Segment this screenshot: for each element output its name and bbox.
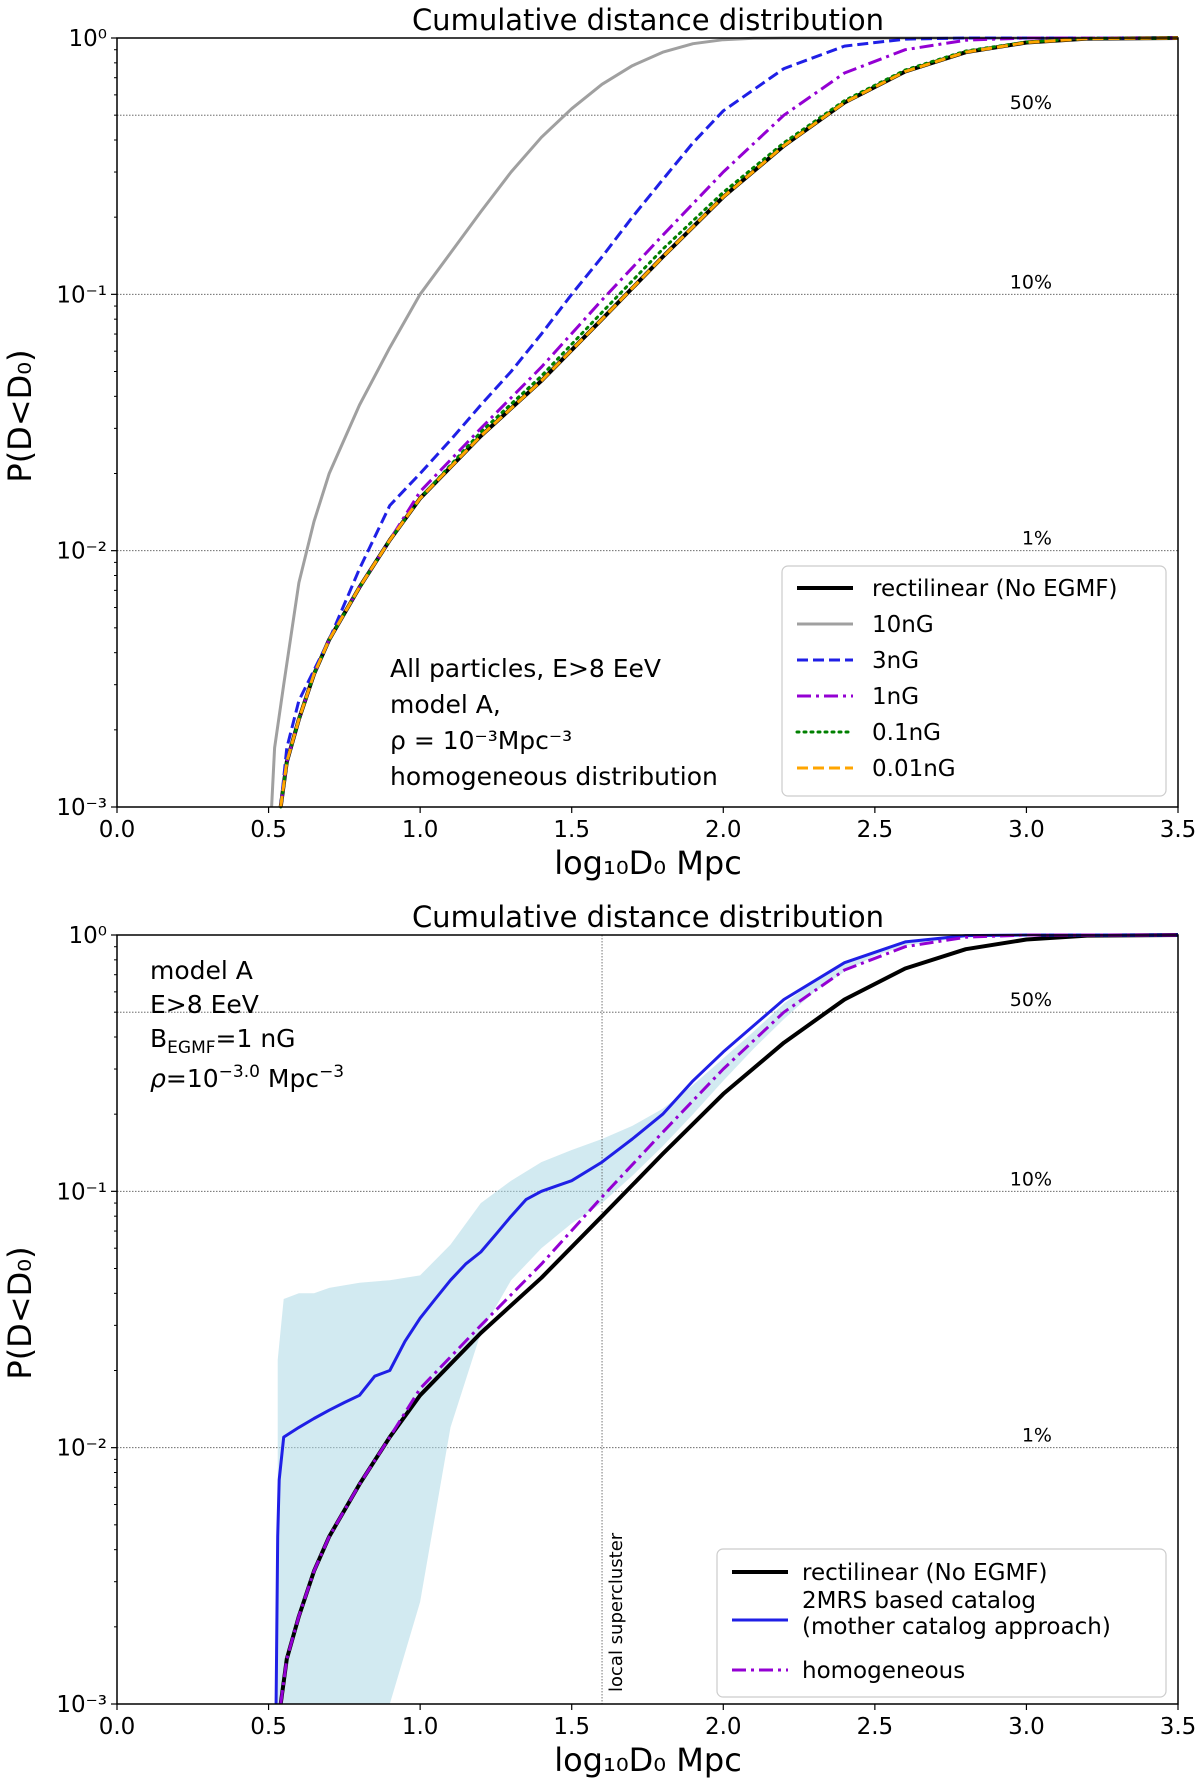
y-axis-label: P(D<D₀) [1, 1246, 39, 1379]
x-tick-label: 0.5 [250, 817, 287, 843]
chart-title: Cumulative distance distribution [412, 3, 884, 37]
reference-label: 1% [1022, 1425, 1052, 1447]
legend: rectilinear (No EGMF) 2MRS based catalog… [716, 1548, 1167, 1698]
y-tick-label: 10⁰ [69, 923, 108, 949]
x-tick-label: 1.0 [402, 817, 439, 843]
reference-lines: 50% 10% 1% [117, 989, 1178, 1449]
annotation-line: All particles, E>8 EeV [390, 654, 661, 683]
plot-frame [116, 934, 1179, 1705]
annotation-line: E>8 EeV [150, 990, 259, 1019]
annotation-block: All particles, E>8 EeV model A, ρ = 10⁻³… [390, 654, 718, 791]
series-lines [270, 36, 1180, 809]
legend-box [781, 565, 1167, 797]
legend-entry: 0.01nG [797, 756, 956, 782]
y-axis-ticks: 10⁻³ 10⁻² 10⁻¹ 10⁰ [56, 26, 117, 821]
legend-label: 1nG [872, 684, 919, 710]
y-tick-label: 10⁰ [69, 26, 108, 52]
chart-panel-top: Cumulative distance distribution 50% 10% 1… [1, 3, 1196, 882]
reference-label: 1% [1022, 528, 1052, 550]
legend-label-line: (mother catalog approach) [802, 1614, 1111, 1640]
confidence-band [277, 935, 1178, 1704]
x-tick-label: 2.0 [705, 817, 742, 843]
vertical-line-label: local supercluster [606, 1532, 627, 1692]
legend-box [716, 1548, 1167, 1698]
chart-title: Cumulative distance distribution [412, 900, 884, 934]
reference-label: 50% [1010, 989, 1052, 1011]
x-tick-label: 2.5 [857, 1714, 894, 1740]
x-tick-label: 0.0 [99, 817, 136, 843]
x-tick-label: 2.5 [857, 817, 894, 843]
x-tick-label: 3.5 [1160, 817, 1197, 843]
x-tick-label: 3.0 [1008, 1714, 1045, 1740]
y-tick-label: 10⁻³ [56, 1692, 107, 1718]
legend-label: 2MRS based catalog (mother catalog appro… [802, 1588, 1111, 1640]
legend-label: rectilinear (No EGMF) [872, 576, 1118, 602]
legend-entry: homogeneous [732, 1658, 965, 1684]
x-tick-label: 0.0 [99, 1714, 136, 1740]
legend-label: 0.01nG [872, 756, 956, 782]
annotation-line: model A, [390, 690, 501, 719]
legend-label: 0.1nG [872, 720, 941, 746]
legend-entry: 2MRS based catalog (mother catalog appro… [732, 1588, 1111, 1640]
legend-label-line: 2MRS based catalog [802, 1588, 1036, 1614]
x-axis-label: log₁₀D₀ Mpc [554, 1741, 742, 1779]
x-axis-ticks: 0.0 0.5 1.0 1.5 2.0 2.5 3.0 3.5 [99, 1704, 1197, 1740]
annotation-line: homogeneous distribution [390, 762, 718, 791]
x-axis-ticks: 0.0 0.5 1.0 1.5 2.0 2.5 3.0 3.5 [99, 807, 1197, 843]
y-tick-label: 10⁻² [56, 539, 107, 565]
reference-label: 50% [1010, 92, 1052, 114]
plot-frame [116, 37, 1179, 808]
series-line [279, 36, 1180, 809]
series-line [279, 933, 1178, 1705]
series-line [270, 36, 1178, 808]
legend-entry: 10nG [797, 612, 934, 638]
series-line [279, 36, 1179, 808]
y-tick-label: 10⁻¹ [56, 1179, 107, 1205]
x-axis-label: log₁₀D₀ Mpc [554, 844, 742, 882]
reference-lines: 50% 10% 1% [117, 92, 1178, 552]
x-tick-label: 1.5 [553, 1714, 590, 1740]
reference-label: 10% [1010, 271, 1052, 293]
legend-entry: 1nG [797, 684, 919, 710]
legend: rectilinear (No EGMF) 10nG 3nG 1nG 0.1nG… [781, 565, 1167, 797]
series-lines [274, 933, 1179, 1705]
band-area [277, 935, 1178, 1704]
x-tick-label: 3.5 [1160, 1714, 1197, 1740]
legend-label: 10nG [872, 612, 934, 638]
series-line [274, 933, 1178, 1705]
x-tick-label: 0.5 [250, 1714, 287, 1740]
annotation-line: ρ = 10⁻³Mpc⁻³ [390, 726, 572, 755]
x-tick-label: 1.5 [553, 817, 590, 843]
y-axis-label: P(D<D₀) [1, 349, 39, 482]
legend-label: rectilinear (No EGMF) [802, 1560, 1048, 1586]
chart-panel-bottom: Cumulative distance distribution 50% 10% 1… [1, 900, 1196, 1779]
x-tick-label: 1.0 [402, 1714, 439, 1740]
legend-entry: rectilinear (No EGMF) [732, 1560, 1048, 1586]
annotation-line: model A [150, 956, 253, 985]
legend-label: 3nG [872, 648, 919, 674]
x-tick-label: 2.0 [705, 1714, 742, 1740]
y-axis-ticks: 10⁻³ 10⁻² 10⁻¹ 10⁰ [56, 923, 117, 1718]
series-line [279, 36, 1178, 808]
legend-entry: 3nG [797, 648, 919, 674]
y-tick-label: 10⁻² [56, 1436, 107, 1462]
y-tick-label: 10⁻³ [56, 795, 107, 821]
reference-label: 10% [1010, 1168, 1052, 1190]
local-supercluster-line: local supercluster [601, 935, 627, 1704]
legend-entry: rectilinear (No EGMF) [797, 576, 1118, 602]
x-tick-label: 3.0 [1008, 817, 1045, 843]
legend-entry: 0.1nG [795, 720, 941, 746]
legend-label: homogeneous [802, 1658, 965, 1684]
y-tick-label: 10⁻¹ [56, 282, 107, 308]
